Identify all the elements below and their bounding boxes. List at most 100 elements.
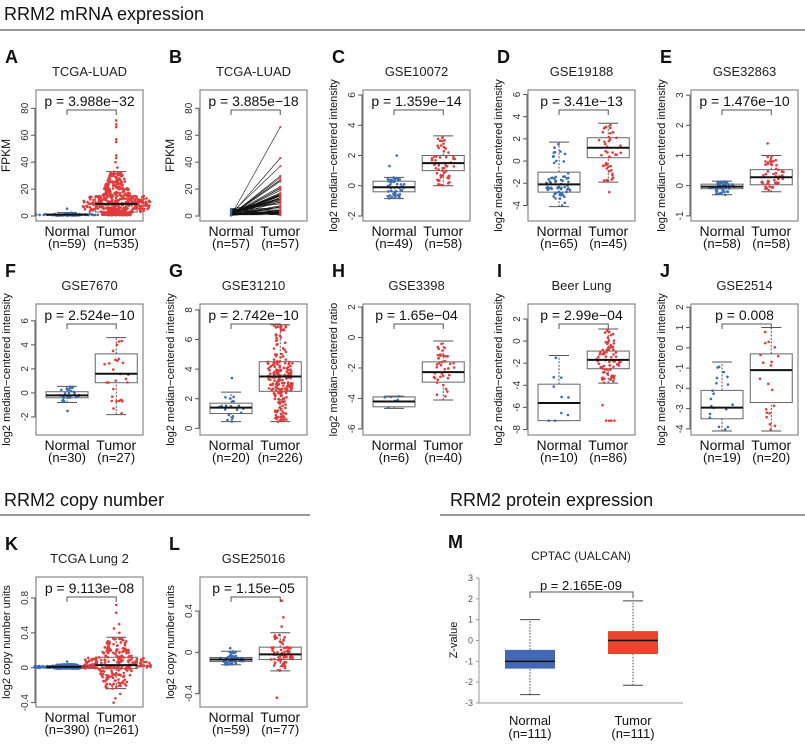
data-point [717,182,720,185]
panel-letter: L [169,534,180,554]
data-point [560,412,563,415]
data-point [125,669,128,672]
data-point [709,413,712,416]
data-point [551,187,554,190]
data-point [287,649,290,652]
data-point [288,372,291,375]
data-point [769,423,772,426]
data-point [130,212,133,215]
group-n-label: (n=19) [703,450,741,465]
data-point [283,400,286,403]
data-point [66,207,69,210]
data-point [130,654,133,657]
data-point [273,324,276,327]
data-point [719,192,722,195]
data-point [276,410,279,413]
data-point [612,346,615,349]
data-point [278,373,281,376]
data-point [554,151,557,154]
data-point [142,196,145,199]
data-point [98,656,101,659]
data-point [279,197,281,199]
data-point [615,355,618,358]
data-point [117,669,120,672]
data-point [437,354,440,357]
group-n-label: (n=111) [508,726,551,741]
data-point [114,379,117,382]
data-point [114,697,117,700]
data-point [121,173,124,176]
data-point [602,164,605,167]
y-tick-label: -1 [675,363,686,372]
box-tumor [750,328,792,431]
data-point [611,151,614,154]
data-point [441,184,444,187]
panel-letter: A [5,47,18,67]
data-point [104,680,107,683]
data-point [762,174,765,177]
data-point [113,638,116,641]
data-point [127,659,130,662]
y-tick-label: -6 [347,424,358,433]
data-point [712,392,715,395]
data-point [765,173,768,176]
data-point [773,179,776,182]
box-tumor [750,142,792,192]
data-point [562,175,565,178]
data-point [716,366,719,369]
y-tick-label: -2 [347,363,358,372]
y-axis-label: log2 copy number units [1,585,13,699]
data-point [88,666,91,669]
data-point [387,190,390,193]
box-iqr [259,647,301,659]
data-point [279,214,281,216]
data-point [434,377,437,380]
data-point [393,181,396,184]
data-point [449,363,452,366]
data-point [723,371,726,374]
panel-title: GSE31210 [222,278,286,293]
data-point [101,666,104,669]
data-point [767,341,770,344]
y-tick-label: -4 [675,424,686,433]
data-point [112,407,115,410]
data-point [100,674,103,677]
data-point [604,126,607,129]
data-point [236,408,239,411]
box-tumor [422,341,464,400]
data-point [72,386,75,389]
y-tick-label: 0.8 [20,591,31,605]
data-point [102,206,105,209]
data-point [612,348,615,351]
data-point [118,171,121,174]
data-point [554,181,557,184]
box-iqr [505,650,555,669]
data-point [283,663,286,666]
data-point [230,654,233,657]
data-point [270,365,273,368]
group-n-label: (n=27) [97,450,135,465]
data-point [782,171,785,174]
data-point [105,655,108,658]
data-point [35,213,38,216]
data-point [597,356,600,359]
section-title-copy: RRM2 copy number [4,490,164,510]
data-point [114,161,117,164]
data-point [275,337,278,340]
data-point [117,659,120,662]
data-point [277,392,280,395]
data-point [436,172,439,175]
data-point [608,136,611,139]
data-point [143,664,146,667]
p-value-label: p = 1.65e−04 [375,307,458,323]
data-point [605,355,608,358]
data-point [104,187,107,190]
data-point [609,368,612,371]
data-point [273,347,276,350]
data-point [112,677,115,680]
data-point [285,351,288,354]
data-point [118,340,121,343]
data-point [762,361,765,364]
